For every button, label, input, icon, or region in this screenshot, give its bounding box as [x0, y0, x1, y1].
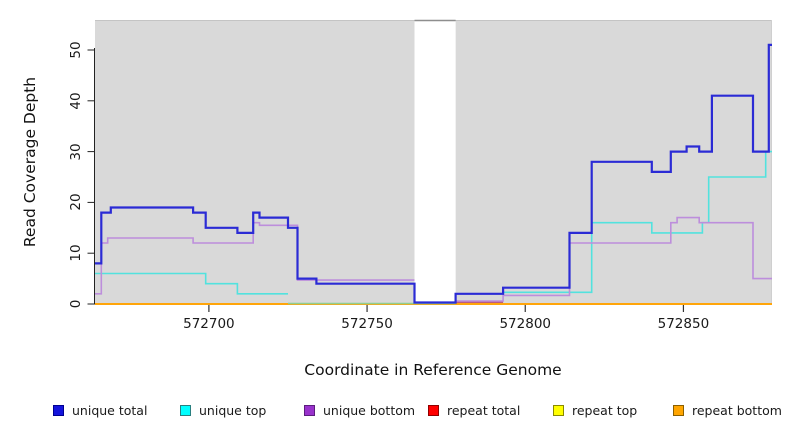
- y-tick-label: 50: [68, 41, 84, 59]
- legend-label: unique bottom: [323, 402, 416, 418]
- x-tick-label: 572800: [499, 316, 552, 332]
- y-axis-title: Read Coverage Depth: [21, 76, 39, 248]
- x-tick-label: 572850: [657, 316, 710, 332]
- legend-label: unique top: [199, 402, 267, 418]
- y-tick-label: 40: [68, 92, 84, 110]
- y-tick-label: 10: [68, 244, 84, 262]
- legend-swatch-icon: [673, 404, 684, 416]
- legend-item-unique-top: unique top: [180, 401, 266, 419]
- x-tick-label: 572750: [341, 316, 393, 332]
- y-tick-label: 20: [68, 193, 84, 211]
- series-unique-total-line: [95, 43, 772, 304]
- legend-swatch-icon: [180, 404, 191, 416]
- y-tick-label: 30: [68, 143, 84, 161]
- legend-item-repeat-top: repeat top: [553, 401, 637, 419]
- legend-swatch-icon: [553, 404, 564, 416]
- legend-item-unique-total: unique total: [53, 401, 147, 419]
- legend-swatch-icon: [53, 404, 64, 416]
- legend-swatch-icon: [304, 404, 315, 416]
- legend-item-unique-bottom: unique bottom: [304, 401, 415, 419]
- legend: unique total unique top unique bottom repea…: [0, 401, 792, 423]
- coverage-gap-band: [414, 20, 456, 305]
- legend-label: repeat top: [572, 402, 638, 418]
- legend-item-repeat-bottom: repeat bottom: [673, 401, 782, 419]
- legend-label: unique total: [72, 402, 148, 418]
- series-unique-top-line: [503, 150, 772, 294]
- legend-swatch-icon: [428, 404, 439, 416]
- legend-label: repeat bottom: [692, 402, 782, 418]
- legend-item-repeat-total: repeat total: [428, 401, 520, 419]
- y-tick-label: 0: [68, 299, 84, 309]
- x-tick-label: 572700: [183, 316, 235, 332]
- series-unique-bottom-line: [455, 216, 772, 302]
- x-axis-title: Coordinate in Reference Genome: [304, 361, 562, 379]
- series-unique-top-line: [95, 272, 288, 295]
- legend-label: repeat total: [447, 402, 521, 418]
